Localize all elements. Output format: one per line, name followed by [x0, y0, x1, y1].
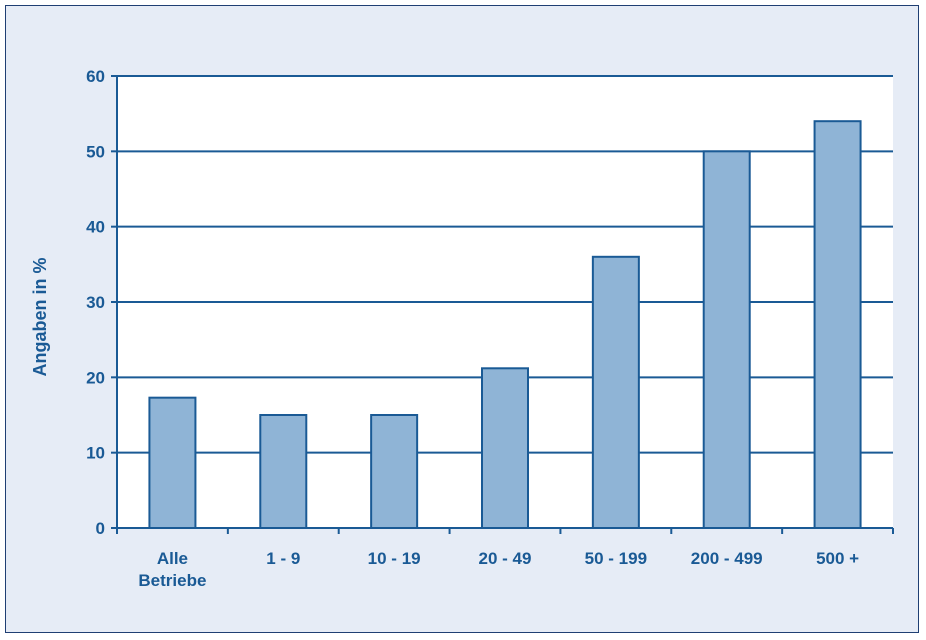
x-tick-label: 200 - 499: [691, 549, 763, 568]
x-tick-labels: Alle Betriebe 1 - 9 10 - 19 20 - 49 50 - 199 2…: [138, 549, 859, 590]
chart-frame: 0 10 20 30 40 50 60 Alle Betriebe 1 - 9 10 - 19 20…: [5, 5, 919, 633]
bar: [593, 257, 639, 528]
x-tick-label: 10 - 19: [368, 549, 421, 568]
y-tick-labels: 0 10 20 30 40 50 60: [86, 67, 105, 538]
bar: [371, 415, 417, 528]
x-tick-label-line: 500 +: [816, 549, 859, 568]
bar-chart: 0 10 20 30 40 50 60 Alle Betriebe 1 - 9 10 - 19 20…: [6, 6, 920, 634]
bar: [149, 398, 195, 528]
y-tick-label: 40: [86, 218, 105, 237]
x-tick-label: 500 +: [816, 549, 859, 568]
x-tick-label-line: 50 - 199: [585, 549, 647, 568]
x-tick-label: Alle Betriebe: [138, 549, 206, 590]
x-tick-label-line: Betriebe: [138, 571, 206, 590]
y-axis-label: Angaben in %: [30, 257, 50, 376]
y-tick-label: 60: [86, 67, 105, 86]
x-tick-label-line: 200 - 499: [691, 549, 763, 568]
x-tick-label-line: 10 - 19: [368, 549, 421, 568]
y-tick-label: 10: [86, 444, 105, 463]
bar: [704, 151, 750, 528]
bar: [260, 415, 306, 528]
bar: [815, 121, 861, 528]
y-tick-label: 30: [86, 293, 105, 312]
y-tick-label: 50: [86, 142, 105, 161]
x-tick-label-line: Alle: [157, 549, 188, 568]
x-tick-label-line: 20 - 49: [479, 549, 532, 568]
y-tick-label: 0: [96, 519, 105, 538]
x-tick-label: 1 - 9: [266, 549, 300, 568]
y-tick-label: 20: [86, 368, 105, 387]
x-tick-label-line: 1 - 9: [266, 549, 300, 568]
bar: [482, 368, 528, 528]
x-tick-label: 20 - 49: [479, 549, 532, 568]
x-tick-label: 50 - 199: [585, 549, 647, 568]
